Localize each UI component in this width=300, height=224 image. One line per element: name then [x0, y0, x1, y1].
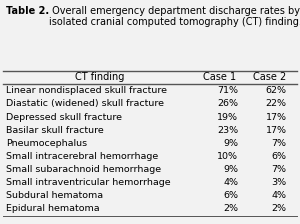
Text: Linear nondisplaced skull fracture: Linear nondisplaced skull fracture — [6, 86, 167, 95]
Text: Table 2.: Table 2. — [6, 6, 49, 16]
Text: 3%: 3% — [272, 178, 286, 187]
Text: Epidural hematoma: Epidural hematoma — [6, 204, 100, 213]
Text: 7%: 7% — [272, 139, 286, 148]
Text: 2%: 2% — [272, 204, 286, 213]
Text: 62%: 62% — [266, 86, 286, 95]
Text: 9%: 9% — [223, 165, 238, 174]
Text: 23%: 23% — [217, 126, 238, 135]
Text: 19%: 19% — [217, 112, 238, 121]
Text: 10%: 10% — [217, 152, 238, 161]
Text: 26%: 26% — [217, 99, 238, 108]
Text: Overall emergency department discharge rates by
isolated cranial computed tomogr: Overall emergency department discharge r… — [49, 6, 300, 27]
Text: Depressed skull fracture: Depressed skull fracture — [6, 112, 122, 121]
Text: 6%: 6% — [272, 152, 286, 161]
Text: Subdural hematoma: Subdural hematoma — [6, 191, 103, 200]
Text: Small intracerebral hemorrhage: Small intracerebral hemorrhage — [6, 152, 158, 161]
Text: 17%: 17% — [266, 126, 286, 135]
Text: 4%: 4% — [272, 191, 286, 200]
Text: 4%: 4% — [223, 178, 238, 187]
Text: Small subarachnoid hemorrhage: Small subarachnoid hemorrhage — [6, 165, 161, 174]
Text: 22%: 22% — [266, 99, 286, 108]
Text: Small intraventricular hemorrhage: Small intraventricular hemorrhage — [6, 178, 171, 187]
Text: Case 1: Case 1 — [203, 72, 236, 82]
Text: Basilar skull fracture: Basilar skull fracture — [6, 126, 104, 135]
Text: CT finding: CT finding — [75, 72, 124, 82]
Text: Pneumocephalus: Pneumocephalus — [6, 139, 87, 148]
Text: Diastatic (widened) skull fracture: Diastatic (widened) skull fracture — [6, 99, 164, 108]
Text: 6%: 6% — [223, 191, 238, 200]
Text: 7%: 7% — [272, 165, 286, 174]
Text: 2%: 2% — [223, 204, 238, 213]
Text: 9%: 9% — [223, 139, 238, 148]
Text: 71%: 71% — [217, 86, 238, 95]
Text: Case 2: Case 2 — [254, 72, 286, 82]
Text: 17%: 17% — [266, 112, 286, 121]
